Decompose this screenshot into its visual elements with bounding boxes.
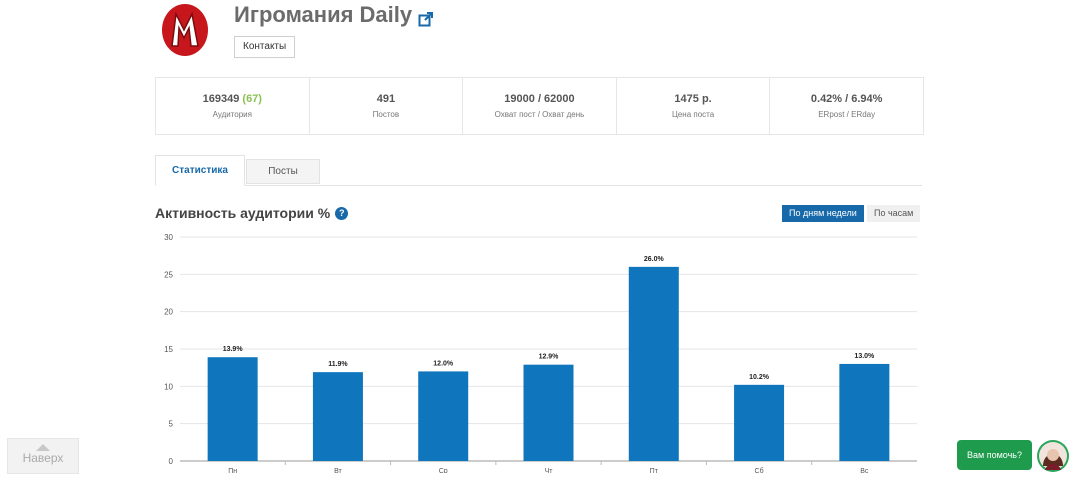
bar bbox=[839, 363, 890, 461]
x-tick-label: Чт bbox=[545, 468, 554, 473]
help-chat-bubble[interactable]: Вам помочь? bbox=[957, 440, 1032, 470]
stat-value: 19000 / 62000 bbox=[504, 93, 575, 105]
stat-value: 169349 (67) bbox=[202, 93, 262, 105]
section-title-text: Активность аудитории % bbox=[155, 205, 331, 221]
y-tick-label: 30 bbox=[164, 233, 173, 242]
help-icon[interactable]: ? bbox=[335, 206, 349, 220]
back-to-top-label: Наверх bbox=[22, 451, 64, 465]
y-tick-label: 20 bbox=[164, 308, 173, 317]
tab-posts[interactable]: Посты bbox=[246, 159, 320, 184]
stat-value: 1475 р. bbox=[674, 93, 712, 105]
data-label: 13.0% bbox=[854, 353, 875, 360]
x-tick-label: Пт bbox=[650, 468, 659, 473]
contacts-button[interactable]: Контакты bbox=[234, 36, 296, 58]
tab-bar: Статистика Посты bbox=[155, 155, 922, 186]
support-avatar[interactable] bbox=[1037, 440, 1069, 472]
section-title: Активность аудитории % ? bbox=[155, 205, 349, 221]
audience-growth: (67) bbox=[242, 93, 262, 105]
x-tick-label: Вс bbox=[860, 468, 869, 473]
stats-panel: 169349 (67) Аудитория 491 Постов 19000 /… bbox=[155, 77, 924, 135]
y-tick-label: 25 bbox=[164, 270, 173, 279]
page-title: Игромания Daily bbox=[234, 2, 434, 28]
x-tick-label: Ср bbox=[439, 468, 448, 473]
data-label: 13.9% bbox=[223, 346, 244, 353]
data-label: 26.0% bbox=[644, 256, 665, 263]
external-link-icon[interactable] bbox=[418, 7, 434, 27]
by-weekday-button[interactable]: По дням недели bbox=[782, 205, 864, 222]
y-tick-label: 0 bbox=[169, 457, 174, 466]
data-label: 12.0% bbox=[433, 360, 454, 367]
y-tick-label: 10 bbox=[164, 382, 173, 391]
stat-audience: 169349 (67) Аудитория bbox=[156, 78, 310, 134]
x-tick-label: Пн bbox=[228, 468, 237, 473]
y-tick-label: 5 bbox=[169, 420, 174, 429]
bar bbox=[207, 357, 258, 461]
data-label: 10.2% bbox=[749, 374, 770, 381]
back-to-top-button[interactable]: Наверх bbox=[7, 438, 79, 474]
stat-value: 491 bbox=[376, 93, 396, 105]
bar bbox=[523, 364, 574, 461]
tab-statistics[interactable]: Статистика bbox=[155, 155, 245, 186]
bar bbox=[418, 371, 469, 461]
x-tick-label: Сб bbox=[755, 467, 764, 473]
stat-er: 0.42% / 6.94% ERpost / ERday bbox=[770, 78, 923, 134]
stat-label: Охват пост / Охват день bbox=[494, 110, 585, 119]
x-tick-label: Вт bbox=[334, 468, 342, 473]
data-label: 12.9% bbox=[539, 354, 560, 361]
stat-label: Постов bbox=[372, 110, 400, 119]
stat-posts: 491 Постов bbox=[310, 78, 464, 134]
activity-chart: 0 5 10 15 20 25 30 13.9% Пн 11.9% Вт 12.0% Ср 12.9% Чт… bbox=[155, 228, 922, 478]
igromania-logo-icon bbox=[160, 2, 212, 58]
stat-label: Цена поста bbox=[671, 110, 715, 119]
by-hour-button[interactable]: По часам bbox=[867, 205, 921, 222]
bar bbox=[312, 372, 363, 461]
stat-reach: 19000 / 62000 Охват пост / Охват день bbox=[463, 78, 617, 134]
stat-label: ERpost / ERday bbox=[818, 110, 876, 119]
data-label: 11.9% bbox=[328, 361, 348, 368]
channel-name: Игромания Daily bbox=[234, 2, 413, 27]
stat-price: 1475 р. Цена поста bbox=[617, 78, 771, 134]
bar bbox=[628, 266, 679, 461]
arrow-up-icon bbox=[36, 444, 50, 451]
stat-value: 0.42% / 6.94% bbox=[810, 93, 883, 105]
y-tick-label: 15 bbox=[164, 345, 173, 354]
bar bbox=[734, 384, 785, 461]
activity-chart-svg: 0 5 10 15 20 25 30 13.9% Пн 11.9% Вт 12.0% Ср 12.9% Чт… bbox=[164, 233, 917, 475]
stat-label: Аудитория bbox=[212, 110, 252, 119]
